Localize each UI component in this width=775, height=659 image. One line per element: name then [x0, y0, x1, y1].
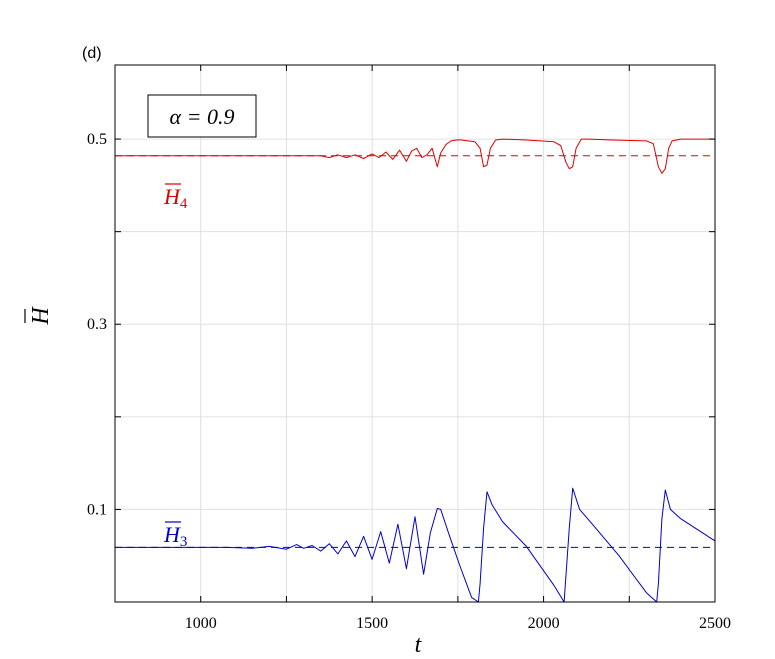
y-tick-label: 0.5: [87, 131, 107, 148]
series-label-h4: H4: [163, 183, 188, 212]
series-label-h3: H3: [163, 521, 187, 550]
y-axis-label: H: [28, 306, 54, 326]
x-tick-label: 1500: [356, 615, 388, 632]
axis-ticks: [115, 65, 716, 602]
series-label-h3-sub: 3: [180, 534, 188, 550]
parameter-label: α = 0.9: [170, 104, 235, 129]
x-axis-label: t: [415, 632, 423, 658]
tick-labels: 1000 1500 2000 2500 0.1 0.3 0.5: [87, 131, 731, 632]
baseline-lines: [115, 155, 715, 548]
x-tick-label: 2000: [528, 615, 560, 632]
x-tick-label: 2500: [699, 615, 731, 632]
parameter-box-frame: [147, 94, 257, 138]
svg-text:H3: H3: [163, 522, 187, 550]
series-label-h4-base: H: [163, 184, 181, 209]
plot-frame: [114, 64, 716, 603]
series-lines: [115, 138, 716, 603]
y-tick-label: 0.1: [87, 501, 107, 518]
series-label-h4-sub: 4: [180, 196, 188, 212]
x-tick-label: 1000: [185, 615, 217, 632]
series-label-h3-base: H: [163, 522, 181, 547]
svg-text:H4: H4: [163, 184, 188, 212]
series-line-h3: [115, 487, 716, 603]
series-line-h4: [115, 138, 715, 174]
grid-lines: [115, 65, 716, 602]
y-tick-label: 0.3: [87, 316, 107, 333]
panel-label: (d): [82, 45, 102, 62]
parameter-box: α = 0.9: [147, 94, 257, 138]
y-axis-title: H: [24, 306, 54, 326]
